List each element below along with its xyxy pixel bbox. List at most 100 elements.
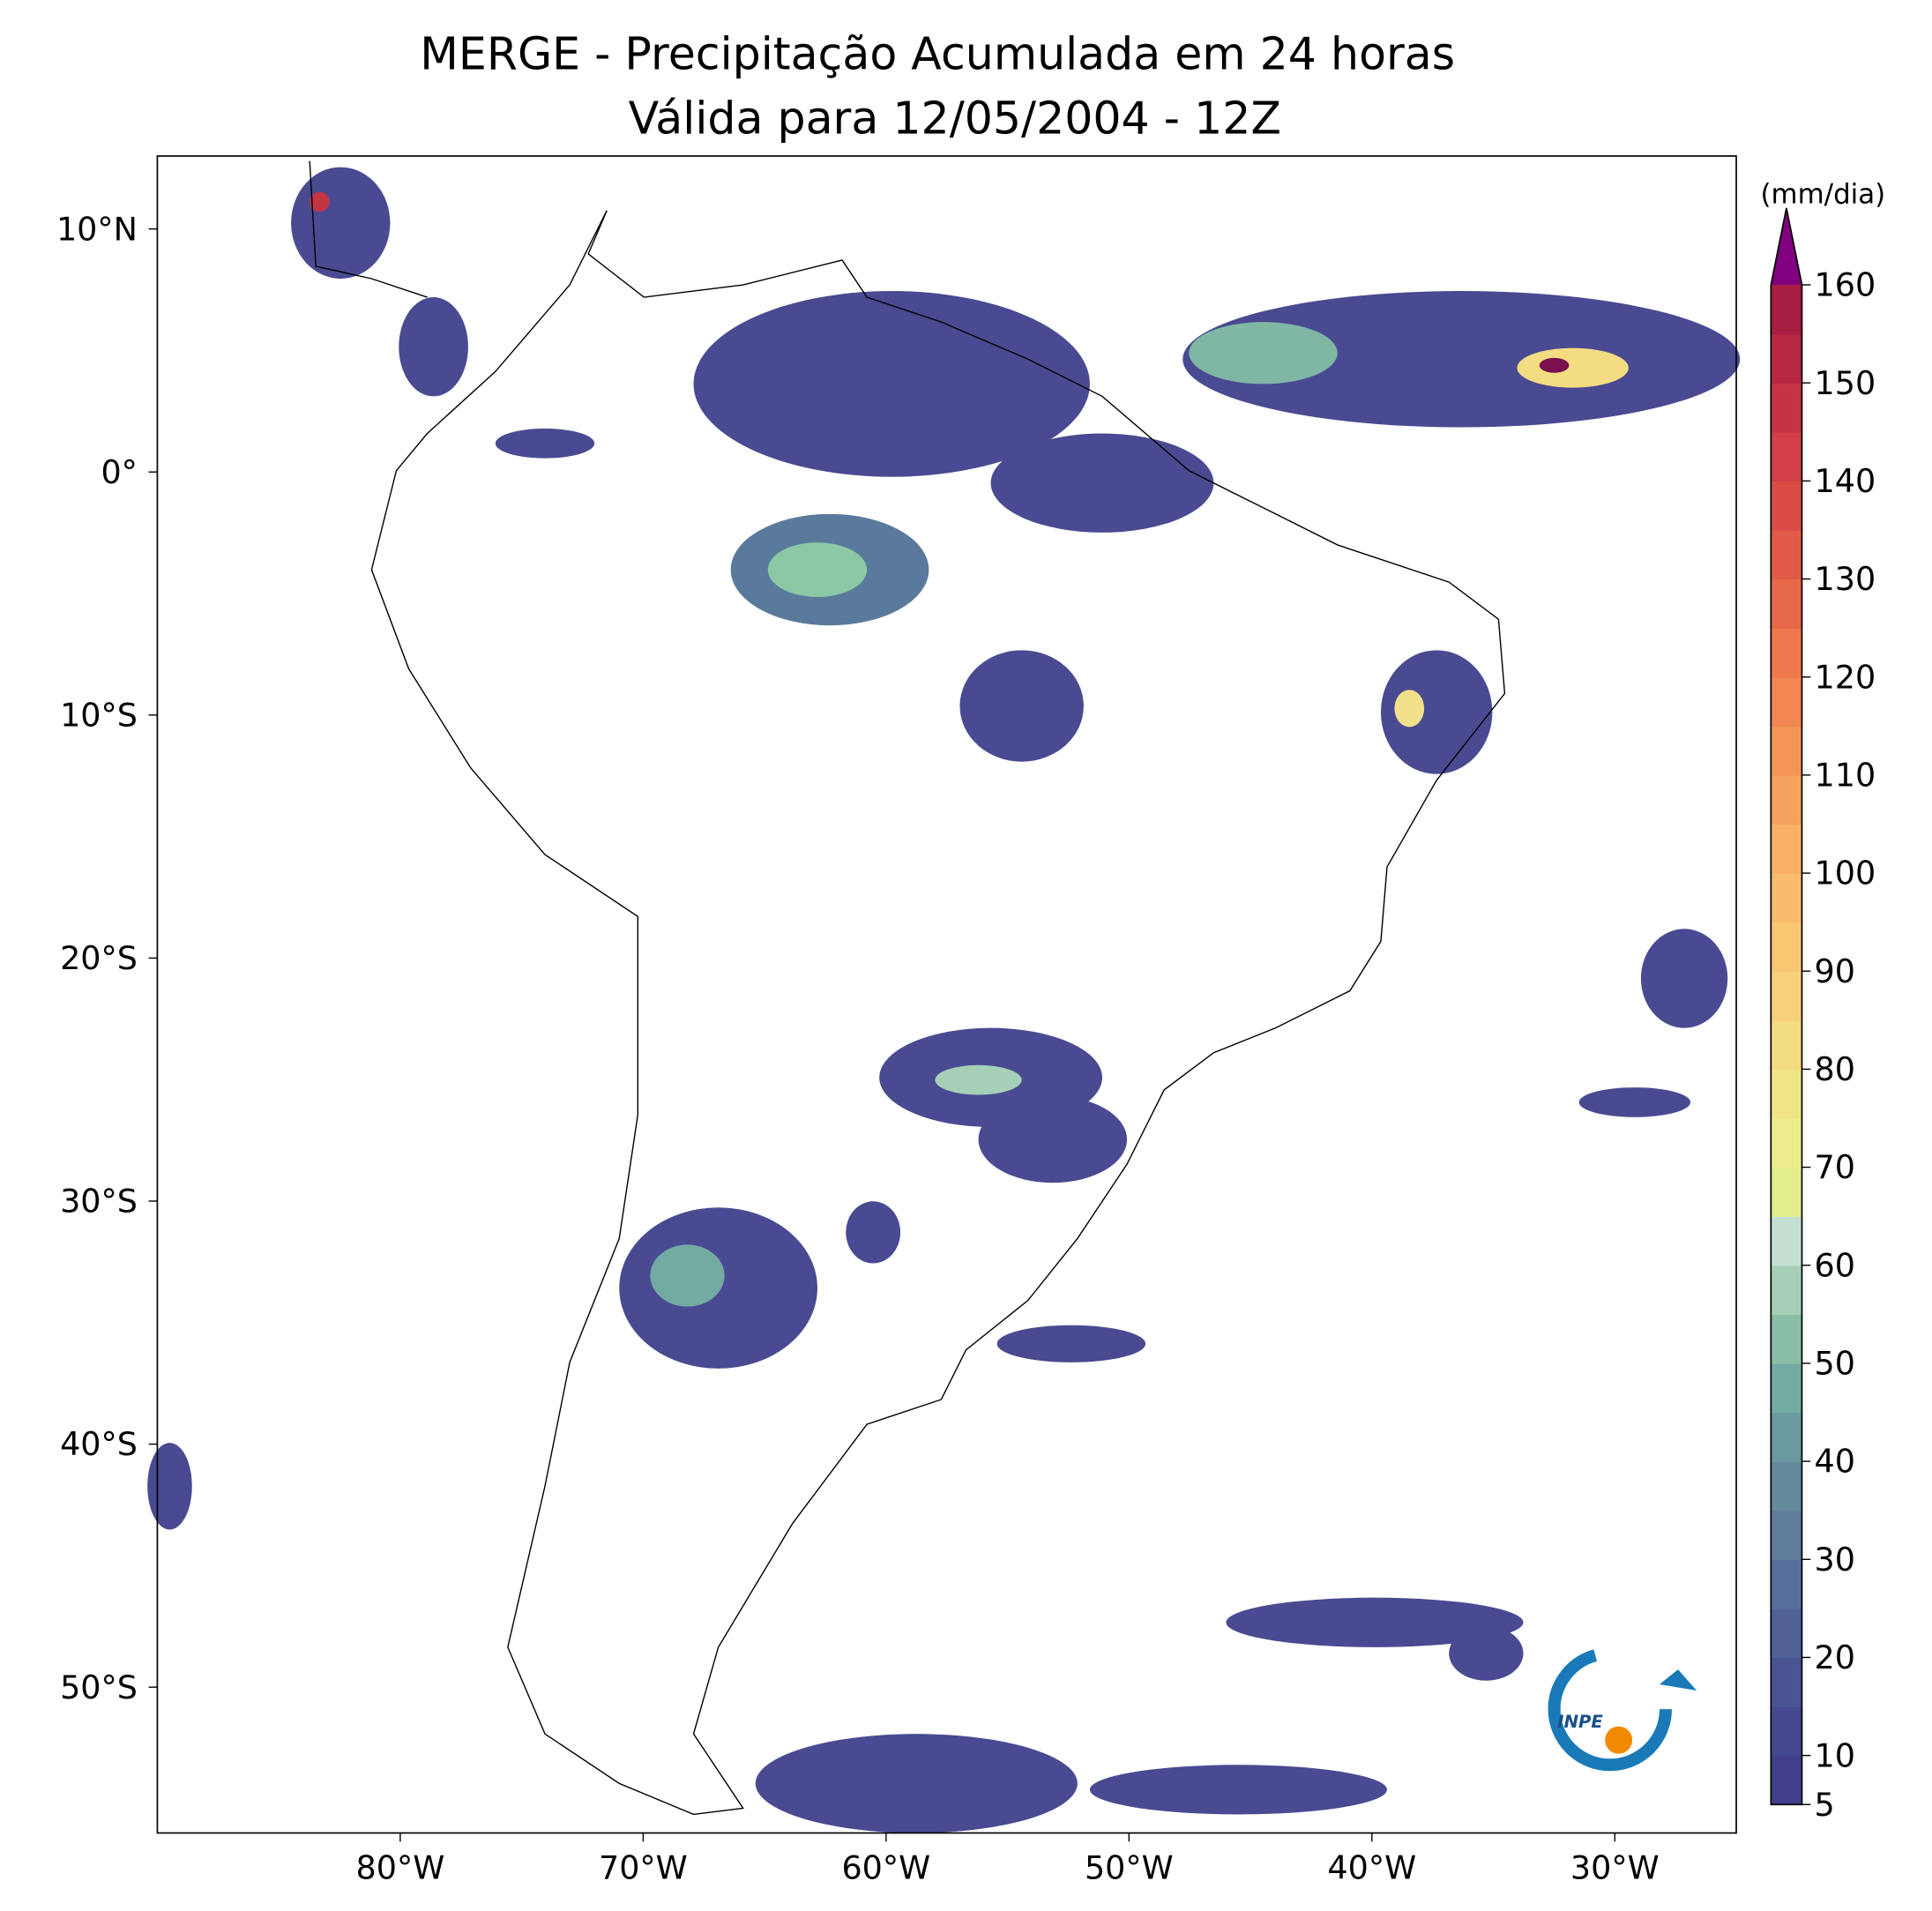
- colorbar-segment: [1771, 1510, 1802, 1560]
- precip-area: [693, 291, 1090, 477]
- colorbar-tick-label: 150: [1815, 364, 1876, 402]
- colorbar-tick-label: 90: [1815, 952, 1855, 990]
- colorbar-tick-label: 20: [1815, 1639, 1855, 1676]
- x-tick-label: 80°W: [356, 1848, 445, 1886]
- title: MERGE - Precipitação Acumulada em 24 hor…: [420, 28, 1455, 80]
- colorbar-segment: [1771, 1117, 1802, 1168]
- colorbar-segment: [1771, 1362, 1802, 1414]
- precip-area: [1182, 291, 1741, 428]
- colorbar-tick-label: 30: [1815, 1541, 1855, 1579]
- precip-area: [399, 297, 468, 397]
- precip-area: [1394, 690, 1425, 728]
- colorbar-tick-label: 80: [1815, 1050, 1855, 1088]
- colorbar-segment: [1771, 1019, 1802, 1071]
- colorbar-segment: [1771, 971, 1802, 1021]
- colorbar-segment: [1771, 1069, 1802, 1119]
- colorbar-tick-label: 160: [1815, 266, 1876, 304]
- x-tick-label: 60°W: [841, 1848, 930, 1886]
- colorbar-tick-label: 100: [1815, 855, 1876, 892]
- precip-area: [495, 428, 595, 459]
- colorbar-segment: [1771, 1608, 1802, 1659]
- precip-area: [755, 1734, 1078, 1833]
- colorbar-segment: [1771, 1412, 1802, 1462]
- precip-area: [147, 1443, 192, 1530]
- precip-area: [291, 167, 391, 279]
- precip-area: [1539, 357, 1570, 373]
- colorbar-segment: [1771, 431, 1802, 482]
- precip-area: [978, 1095, 1128, 1183]
- logo-dot: [1605, 1726, 1633, 1754]
- x-tick-label: 50°W: [1085, 1848, 1174, 1886]
- colorbar: (mm/dia) 5 10 20 30 40 50 60 70 80 90 100 110 120 130…: [1760, 178, 1885, 1824]
- precip-area: [1517, 347, 1629, 388]
- precip-area: [1189, 322, 1338, 384]
- colorbar-segment: [1771, 676, 1802, 728]
- colorbar-segment: [1771, 1706, 1802, 1757]
- colorbar-tick-label: 40: [1815, 1443, 1855, 1481]
- colorbar-segment: [1771, 1559, 1802, 1609]
- colorbar-segment: [1771, 1314, 1802, 1364]
- colorbar-segment: [1771, 824, 1802, 874]
- colorbar-segment: [1771, 333, 1802, 384]
- colorbar-segment: [1771, 285, 1802, 335]
- y-tick-label: 0°: [101, 453, 137, 491]
- colorbar-tick-label: 70: [1815, 1148, 1855, 1186]
- colorbar-segment: [1771, 628, 1802, 678]
- colorbar-segment: [1771, 1755, 1802, 1805]
- coastline: [370, 210, 1506, 1816]
- y-tick-label: 40°S: [60, 1425, 138, 1463]
- precip-area: [767, 542, 868, 597]
- logo: INPE: [1548, 1646, 1697, 1772]
- colorbar-segment: [1771, 774, 1802, 825]
- colorbar-segment: [1771, 481, 1802, 531]
- colorbar-segment: [1771, 1265, 1802, 1316]
- precip-area: [1578, 1087, 1691, 1117]
- precip-area: [1640, 929, 1728, 1028]
- precip-area: [846, 1201, 901, 1264]
- colorbar-tick-label: 10: [1815, 1736, 1855, 1774]
- colorbar-tick-label: 120: [1815, 658, 1876, 696]
- precip-area: [310, 191, 330, 213]
- colorbar-segment: [1771, 1657, 1802, 1707]
- colorbar-segment: [1771, 529, 1802, 580]
- precip-area: [935, 1064, 1022, 1095]
- colorbar-segment: [1771, 1167, 1802, 1217]
- precip-area: [650, 1244, 725, 1307]
- colorbar-tick-label: 130: [1815, 560, 1876, 598]
- y-tick-label: 30°S: [60, 1183, 138, 1221]
- y-tick-label: 10°S: [60, 696, 138, 734]
- coastline: [309, 160, 428, 298]
- colorbar-segment: [1771, 922, 1802, 972]
- subtitle: Válida para 12/05/2004 - 12Z: [629, 93, 1281, 145]
- logo-ring: [1548, 1646, 1673, 1772]
- precip-area: [959, 650, 1084, 762]
- y-tick-label: 10°N: [56, 210, 138, 248]
- colorbar-segment: [1771, 873, 1802, 923]
- precip-area: [1449, 1625, 1524, 1681]
- colorbar-segment: [1771, 1461, 1802, 1512]
- colorbar-segment: [1771, 383, 1802, 433]
- y-tick-label: 20°S: [60, 939, 138, 977]
- colorbar-tick-label: 110: [1815, 757, 1876, 795]
- colorbar-tick-label: 5: [1815, 1786, 1835, 1824]
- precip-area: [990, 433, 1214, 533]
- colorbar-tick-label: 140: [1815, 462, 1876, 500]
- x-tick-label: 30°W: [1570, 1848, 1660, 1886]
- y-tick-label: 50°S: [60, 1668, 138, 1706]
- colorbar-outline: [1770, 207, 1803, 1806]
- colorbar-segment: [1771, 579, 1802, 629]
- precip-area: [1380, 650, 1493, 774]
- map: [147, 155, 1741, 1834]
- colorbar-tick-label: 50: [1815, 1345, 1855, 1383]
- precip-area: [1226, 1597, 1524, 1647]
- colorbar-tick-label: 60: [1815, 1246, 1855, 1284]
- map-frame: [156, 155, 1737, 1834]
- logo-arrow: [1659, 1669, 1697, 1691]
- precipitation: [147, 167, 1741, 1833]
- logo-text: INPE: [1557, 1712, 1603, 1732]
- x-tick-label: 70°W: [599, 1848, 688, 1886]
- colorbar-segment: [1771, 726, 1802, 776]
- precip-area: [996, 1325, 1146, 1362]
- x-tick-label: 40°W: [1327, 1848, 1416, 1886]
